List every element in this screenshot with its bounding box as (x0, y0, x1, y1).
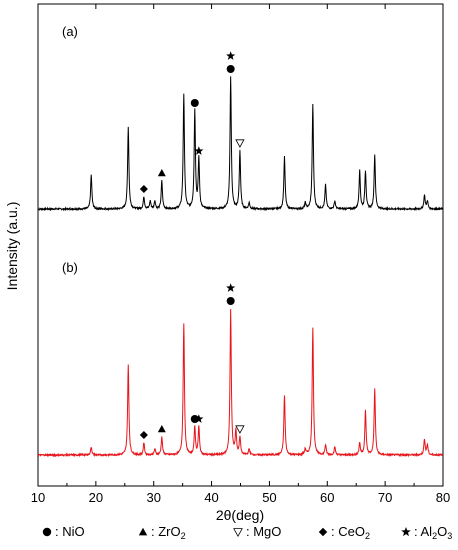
x-tick-label: 50 (262, 490, 276, 505)
panel-label-a: (a) (62, 24, 78, 39)
nio-marker (42, 527, 52, 537)
markers-layer (139, 51, 245, 439)
legend-entry: : NiO (55, 524, 85, 539)
x-tick-label: 40 (204, 490, 218, 505)
x-tick-label: 80 (436, 490, 450, 505)
al2o3-marker (194, 146, 204, 155)
al2o3-marker (401, 526, 411, 537)
legend-entry: : ZrO2 (151, 524, 186, 541)
x-axis-title: 2θ(deg) (216, 507, 264, 523)
zro2-marker (157, 169, 166, 177)
nio-marker (226, 297, 235, 305)
x-tick-label: 70 (378, 490, 392, 505)
zro2-marker (138, 527, 148, 536)
legend: : NiO : ZrO2 : MgO : CeO2 : Al2O3 (42, 524, 452, 541)
mgo-marker (235, 425, 245, 434)
nio-marker (226, 65, 235, 73)
al2o3-marker (194, 414, 204, 423)
al2o3-marker (226, 51, 236, 60)
legend-entry: : Al2O3 (414, 524, 452, 541)
x-tick-label: 60 (320, 490, 334, 505)
ceo2-marker (318, 527, 328, 537)
curves-layer (37, 76, 444, 458)
xrd-curve-b (37, 309, 444, 458)
xrd-curve-a (37, 76, 444, 212)
mgo-marker (235, 139, 245, 148)
x-ticks: 10 20 30 40 50 60 70 80 (31, 4, 450, 505)
x-tick-label: 10 (31, 490, 45, 505)
zro2-marker (157, 425, 166, 433)
ceo2-marker (139, 185, 148, 193)
legend-entry: : MgO (246, 524, 281, 539)
al2o3-marker (226, 283, 236, 292)
x-tick-label: 30 (146, 490, 160, 505)
nio-marker (190, 99, 199, 107)
legend-entry: : CeO2 (331, 524, 370, 541)
plot-frame (37, 3, 444, 487)
panel-label-b: (b) (62, 260, 78, 275)
y-axis-title: Intensity (a.u.) (4, 202, 20, 291)
ceo2-marker (139, 431, 148, 439)
mgo-marker (233, 528, 243, 538)
x-tick-label: 20 (89, 490, 103, 505)
